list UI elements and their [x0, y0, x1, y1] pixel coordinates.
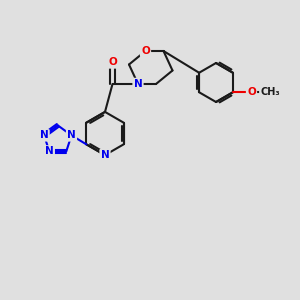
- Text: O: O: [247, 87, 256, 97]
- Text: N: N: [40, 130, 49, 140]
- Text: N: N: [45, 146, 54, 156]
- Text: O: O: [141, 46, 150, 56]
- Text: N: N: [134, 79, 142, 89]
- Text: CH₃: CH₃: [260, 87, 280, 97]
- Text: N: N: [67, 130, 76, 140]
- Text: N: N: [100, 150, 109, 160]
- Text: O: O: [108, 57, 117, 68]
